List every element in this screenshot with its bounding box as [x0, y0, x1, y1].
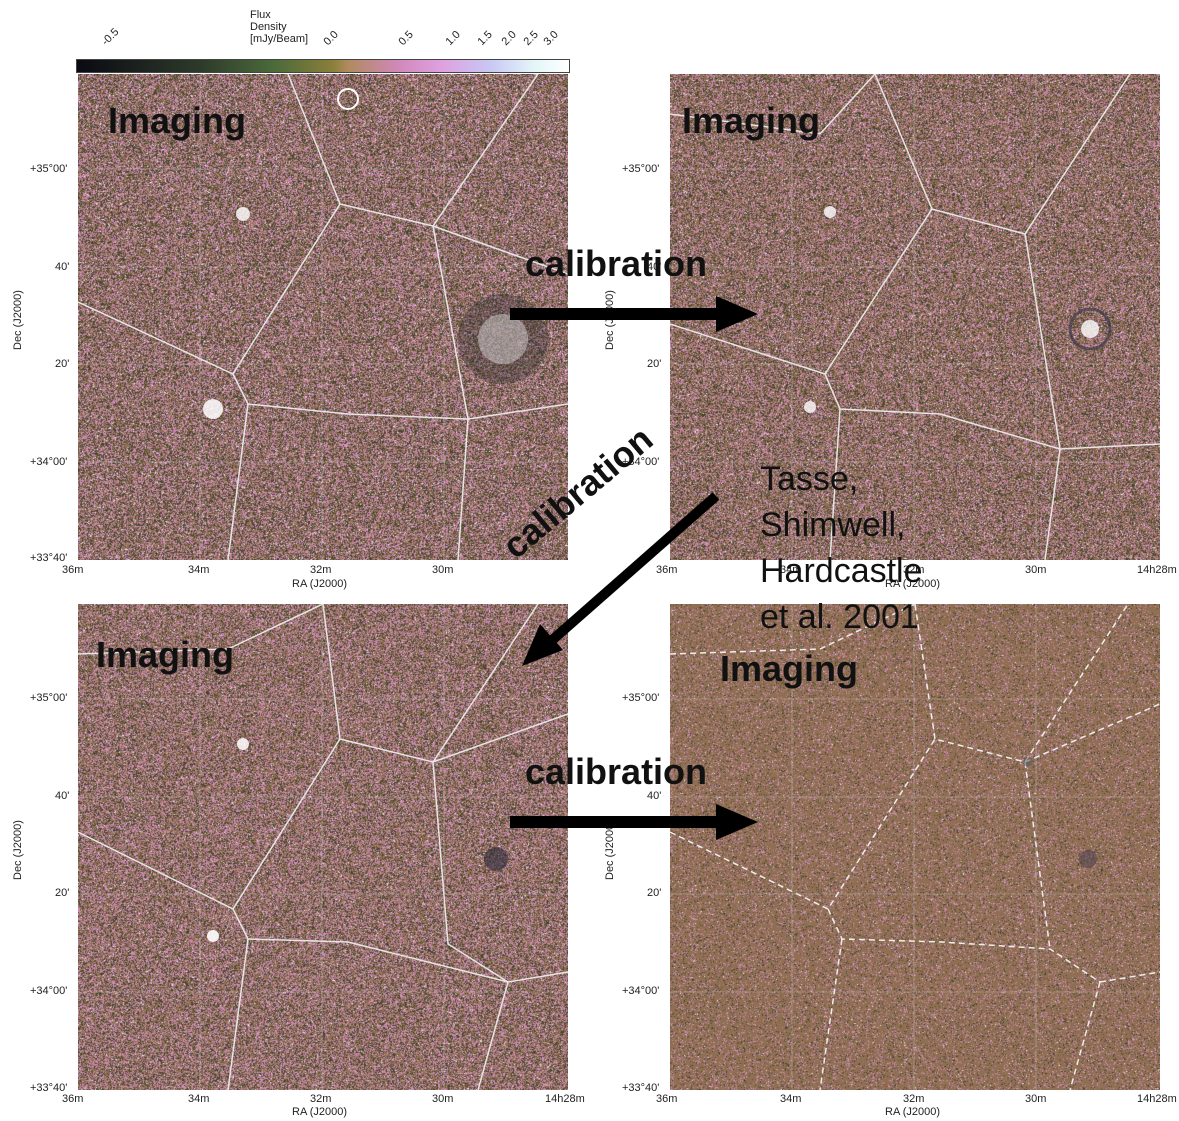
x-tick: 34m: [780, 564, 802, 576]
arrow-bottom: [510, 804, 758, 840]
x-tick: 14h28m: [1137, 1093, 1177, 1105]
y-tick: +35°00': [622, 692, 660, 704]
x-tick: 34m: [188, 1093, 210, 1105]
y-tick: 40': [647, 261, 662, 273]
y-tick: 20': [647, 358, 662, 370]
x-tick: 36m: [62, 564, 84, 576]
y-tick: +34°00': [30, 456, 68, 468]
x-tick: 14h28m: [1137, 564, 1177, 576]
x-tick: 30m: [1025, 1093, 1047, 1105]
x-tick: 36m: [62, 1093, 84, 1105]
y-tick: 40': [55, 790, 70, 802]
colorbar: [76, 59, 570, 73]
calibration-label-bottom: calibration: [525, 751, 708, 792]
facet-overlay: [670, 604, 1160, 1090]
x-tick: 30m: [432, 1093, 454, 1105]
x-tick: 34m: [188, 564, 210, 576]
x-axis-label: RA (J2000): [292, 1106, 348, 1118]
facet-overlay: [670, 74, 1160, 560]
y-tick: 20': [647, 887, 662, 899]
x-tick: 32m: [310, 1093, 332, 1105]
x-tick: 14h28m: [545, 1093, 585, 1105]
arrow-top: [510, 296, 758, 332]
x-axis-label: RA (J2000): [292, 578, 348, 590]
facet-overlay: [78, 604, 568, 1090]
x-tick: 30m: [1025, 564, 1047, 576]
arrow-diagonal: [522, 492, 720, 666]
y-tick: +34°00': [622, 456, 660, 468]
y-tick: +33°40': [30, 1082, 68, 1094]
noise-image: [78, 74, 568, 560]
y-tick: 40': [647, 790, 662, 802]
noise-image: [670, 74, 1160, 560]
x-tick: 36m: [656, 564, 678, 576]
y-tick: +33°40': [30, 552, 68, 564]
y-tick: 40': [55, 261, 70, 273]
credit-text: Tasse, Shimwell, Hardcastle et al. 2001: [760, 456, 923, 640]
noise-image: [670, 604, 1160, 1090]
y-tick: 20': [55, 358, 70, 370]
x-axis-label: RA (J2000): [885, 1106, 941, 1118]
colorbar-title: Flux Density [mJy/Beam]: [250, 9, 309, 45]
x-tick: 32m: [310, 564, 332, 576]
panel-top-right: Imaging: [670, 74, 1160, 560]
y-tick: +34°00': [622, 985, 660, 997]
panel-label: Imaging: [682, 100, 821, 141]
panel-bottom-left: Imaging: [78, 604, 568, 1090]
x-tick: 30m: [432, 564, 454, 576]
x-tick: 32m: [903, 564, 925, 576]
credit-line-2: Hardcastle et al. 2001: [760, 552, 923, 636]
x-tick: 34m: [780, 1093, 802, 1105]
x-tick: 32m: [903, 1093, 925, 1105]
y-tick: 20': [55, 887, 70, 899]
x-tick: 36m: [656, 1093, 678, 1105]
y-tick: +35°00': [30, 163, 68, 175]
credit-line-1: Tasse, Shimwell,: [760, 460, 906, 544]
panel-label: Imaging: [108, 100, 247, 141]
panel-label: Imaging: [720, 648, 859, 689]
panel-label: Imaging: [96, 634, 235, 675]
x-axis-label: RA (J2000): [885, 578, 941, 590]
y-tick: +34°00': [30, 985, 68, 997]
y-tick: +33°40': [622, 1082, 660, 1094]
y-tick: +35°00': [622, 163, 660, 175]
panel-bottom-right: Imaging: [670, 604, 1160, 1090]
noise-image: [78, 604, 568, 1090]
y-tick: +35°00': [30, 692, 68, 704]
calibration-label-top: calibration: [525, 243, 708, 284]
